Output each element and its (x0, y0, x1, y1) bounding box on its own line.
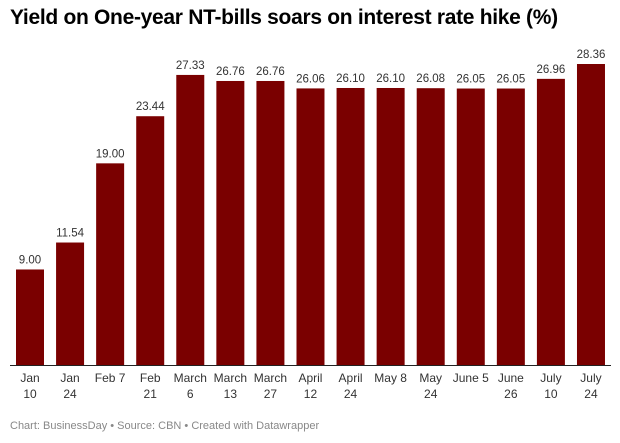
x-tick-label: Jan (20, 371, 39, 385)
x-tick-label: Feb 7 (95, 371, 126, 385)
x-tick-label: 13 (224, 387, 238, 401)
x-tick-label: June (498, 371, 524, 385)
x-tick-label: 26 (504, 387, 518, 401)
value-label: 26.05 (496, 74, 525, 86)
value-label: 26.10 (336, 73, 365, 85)
x-tick-label: June 5 (453, 371, 489, 385)
bar (576, 64, 605, 365)
chart-footer: Chart: BusinessDay • Source: CBN • Creat… (10, 420, 320, 432)
x-tick-label: 27 (264, 387, 278, 401)
x-tick-label: 24 (63, 387, 77, 401)
bar (416, 88, 445, 366)
x-tick-label: Jan (60, 371, 79, 385)
bar (96, 163, 125, 365)
x-tick-label: 24 (344, 387, 358, 401)
bar (496, 88, 525, 366)
value-label: 27.33 (176, 60, 205, 72)
value-label: 11.54 (56, 228, 85, 240)
x-tick-label: Feb (140, 371, 161, 385)
x-tick-label: 6 (187, 387, 194, 401)
x-tick-label: May (419, 371, 442, 385)
bar (296, 88, 325, 366)
x-tick-label: March (254, 371, 287, 385)
value-label: 9.00 (19, 254, 41, 266)
bar (336, 87, 365, 365)
value-label: 26.06 (296, 73, 325, 85)
bar (256, 80, 285, 366)
x-tick-label: 10 (23, 387, 37, 401)
x-tick-label: May 8 (374, 371, 407, 385)
x-tick-label: July (540, 371, 561, 385)
value-label: 28.36 (577, 49, 606, 61)
x-tick-label: 24 (584, 387, 598, 401)
x-tick-label: April (298, 371, 322, 385)
x-tick-label: April (339, 371, 363, 385)
bar (176, 74, 205, 365)
bar (56, 242, 85, 365)
value-label: 23.44 (136, 101, 165, 113)
x-tick-label: March (174, 371, 207, 385)
chart-title: Yield on One-year NT-bills soars on inte… (10, 6, 558, 29)
bar (536, 78, 565, 366)
x-tick-label: July (580, 371, 601, 385)
x-tick-label: 21 (144, 387, 158, 401)
value-label: 26.96 (537, 64, 566, 76)
value-label: 26.76 (216, 66, 245, 78)
bar (376, 87, 405, 365)
bar (216, 80, 245, 366)
bar (16, 269, 44, 365)
x-tick-label: 12 (304, 387, 318, 401)
value-label: 19.00 (96, 148, 125, 160)
bar (456, 88, 485, 366)
x-tick-label: March (214, 371, 247, 385)
x-tick-label: 10 (544, 387, 558, 401)
value-label: 26.76 (256, 66, 285, 78)
x-tick-label: 24 (424, 387, 438, 401)
value-label: 26.10 (376, 73, 405, 85)
value-label: 26.08 (416, 73, 445, 85)
value-label: 26.05 (456, 74, 485, 86)
bar (136, 116, 165, 365)
